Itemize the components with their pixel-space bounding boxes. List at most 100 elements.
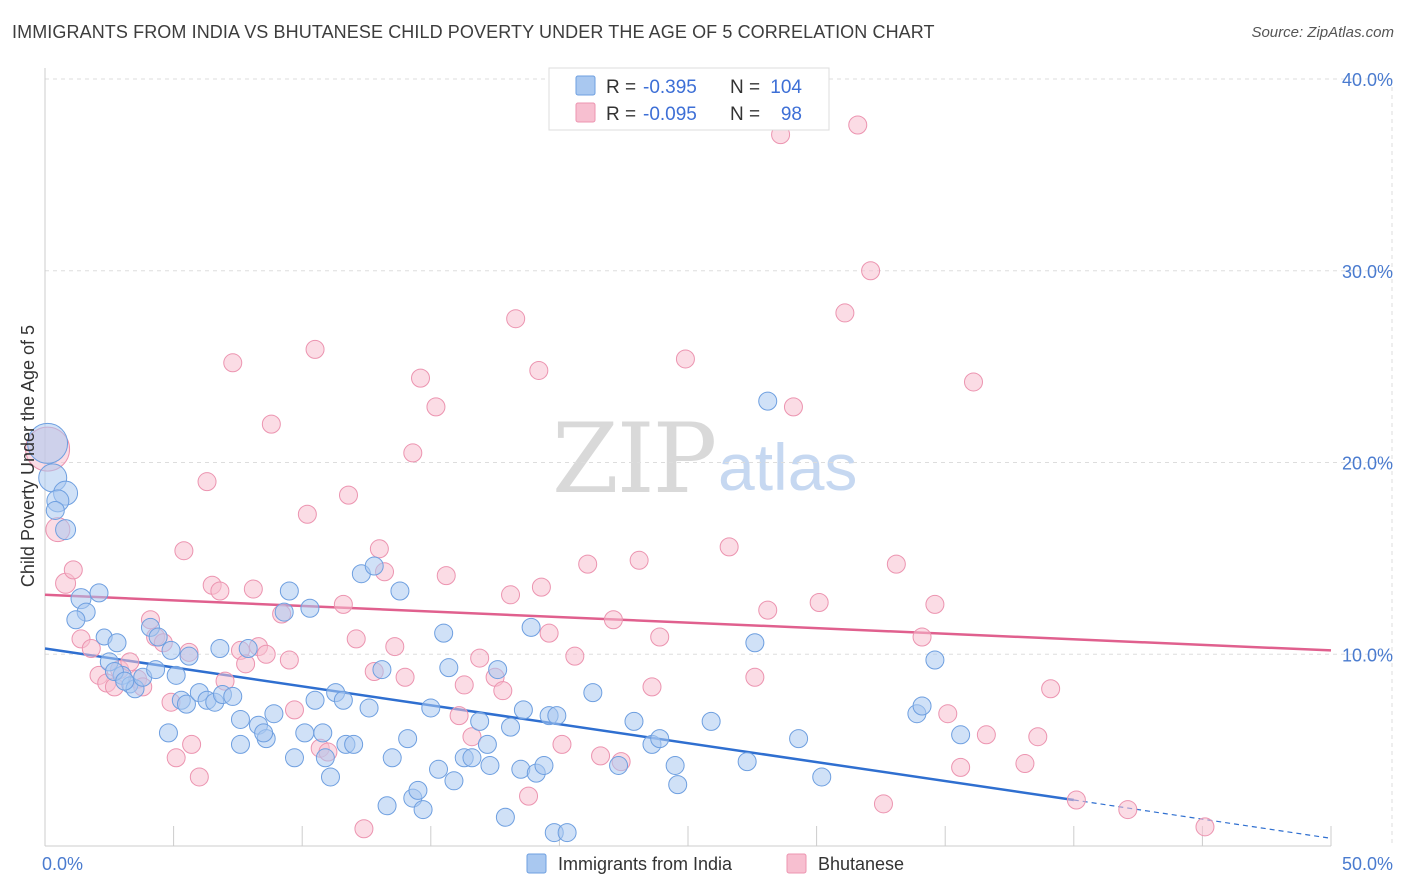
bhutanese-point <box>539 623 559 643</box>
bhutanese-point <box>369 539 389 559</box>
tick-labels: 10.0% 20.0% 30.0% 40.0% 0.0% 50.0% <box>42 70 1393 874</box>
bhutanese-point <box>1195 817 1215 837</box>
india-points <box>27 391 971 843</box>
legend-n-value-bhutanese: 98 <box>781 104 802 125</box>
india-point <box>305 690 325 710</box>
watermark-atlas: atlas <box>718 430 857 504</box>
bhutanese-point <box>470 648 490 668</box>
bhutanese-point <box>506 309 526 329</box>
bottom-legend-label-india: Immigrants from India <box>558 854 733 874</box>
india-point <box>230 734 250 754</box>
bhutanese-point <box>1015 754 1035 774</box>
bhutanese-point <box>403 443 423 463</box>
india-point <box>320 767 340 787</box>
bhutanese-point <box>243 579 263 599</box>
legend-swatch-bhutanese <box>575 102 596 123</box>
legend-r-value-bhutanese: -0.095 <box>643 104 697 125</box>
bhutanese-point <box>675 349 695 369</box>
india-point <box>488 660 508 680</box>
bhutanese-point <box>256 644 276 664</box>
bhutanese-point <box>462 727 482 747</box>
bhutanese-point <box>385 637 405 657</box>
x-tick-label: 0.0% <box>42 854 83 874</box>
bottom-legend-swatch-bhutanese <box>786 853 807 874</box>
india-point <box>583 683 603 703</box>
india-point <box>223 686 243 706</box>
india-point <box>315 748 335 768</box>
india-point <box>521 617 541 637</box>
bhutanese-point <box>963 372 983 392</box>
bottom-legend-label-bhutanese: Bhutanese <box>818 854 904 874</box>
bhutanese-point <box>449 706 469 726</box>
bhutanese-point <box>333 594 353 614</box>
bhutanese-point <box>63 560 83 580</box>
india-point <box>429 759 449 779</box>
bhutanese-point <box>758 600 778 620</box>
india-point <box>27 422 69 464</box>
y-tick-label: 30.0% <box>1342 262 1393 282</box>
bhutanese-point <box>1028 727 1048 747</box>
india-point <box>359 698 379 718</box>
bhutanese-point <box>642 677 662 697</box>
india-point <box>295 723 315 743</box>
india-point <box>758 391 778 411</box>
y-tick-label: 10.0% <box>1342 645 1393 665</box>
india-point <box>501 717 521 737</box>
india-point <box>624 711 644 731</box>
india-point <box>158 723 178 743</box>
india-point <box>812 767 832 787</box>
india-point <box>495 807 515 827</box>
bhutanese-point <box>210 581 230 601</box>
bhutanese-point <box>284 700 304 720</box>
bhutanese-point <box>719 537 739 557</box>
bhutanese-point <box>809 592 829 612</box>
grid-lines <box>45 78 1393 846</box>
india-point <box>413 800 433 820</box>
india-point <box>398 729 418 749</box>
bhutanese-point <box>951 757 971 777</box>
india-point <box>477 734 497 754</box>
india-point <box>333 690 353 710</box>
bhutanese-point <box>493 681 513 701</box>
india-point <box>421 698 441 718</box>
india-point <box>408 780 428 800</box>
india-point <box>534 755 554 775</box>
legend-n-value-india: 104 <box>770 77 802 98</box>
india-point <box>789 729 809 749</box>
legend-box <box>548 67 830 131</box>
bhutanese-point <box>873 794 893 814</box>
india-point <box>107 633 127 653</box>
india-point <box>176 694 196 714</box>
india-point <box>377 796 397 816</box>
bhutanese-point <box>629 550 649 570</box>
bhutanese-point <box>1118 800 1138 820</box>
india-point <box>300 598 320 618</box>
bhutanese-point <box>297 504 317 524</box>
bhutanese-point <box>938 704 958 724</box>
india-point <box>344 734 364 754</box>
india-point <box>264 704 284 724</box>
bhutanese-point <box>182 734 202 754</box>
watermark-zip: ZIP <box>552 403 715 515</box>
india-point <box>230 709 250 729</box>
bhutanese-point <box>338 485 358 505</box>
bhutanese-point <box>436 566 456 586</box>
bhutanese-point <box>1041 679 1061 699</box>
legend-n-label-bhutanese: N = <box>730 104 760 125</box>
bhutanese-point <box>886 554 906 574</box>
bhutanese-point <box>395 667 415 687</box>
bhutanese-point <box>519 786 539 806</box>
india-point <box>45 500 65 520</box>
bottom-legend-swatch-india <box>526 853 547 874</box>
india-point <box>390 581 410 601</box>
bhutanese-point <box>861 261 881 281</box>
bhutanese-point <box>591 746 611 766</box>
india-point <box>737 752 757 772</box>
india-point <box>279 581 299 601</box>
india-point <box>470 711 490 731</box>
bhutanese-point <box>354 819 374 839</box>
india-point <box>912 696 932 716</box>
india-point <box>364 556 384 576</box>
bhutanese-point <box>426 397 446 417</box>
